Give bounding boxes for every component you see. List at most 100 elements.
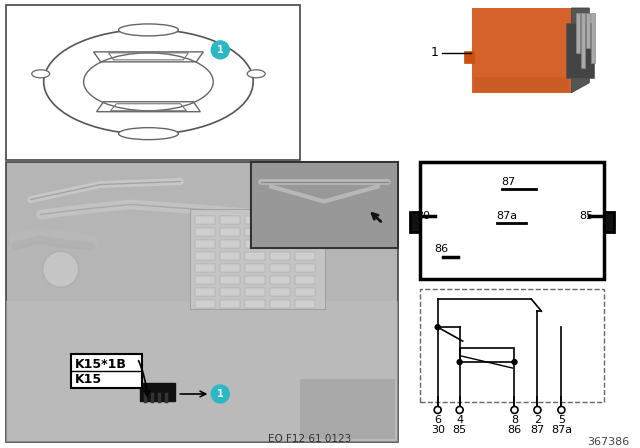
Bar (220, 300, 240, 308)
Text: 8: 8 (511, 415, 518, 425)
Ellipse shape (118, 128, 179, 140)
Bar (245, 228, 265, 237)
Bar (410, 212, 420, 233)
Circle shape (43, 251, 79, 287)
Bar (270, 264, 290, 272)
Ellipse shape (118, 24, 179, 36)
Ellipse shape (84, 53, 213, 111)
Bar (270, 241, 290, 248)
Ellipse shape (247, 70, 265, 78)
Bar (245, 288, 265, 296)
Bar (195, 228, 215, 237)
Bar (195, 241, 215, 248)
Bar (245, 276, 265, 284)
Text: 5: 5 (558, 415, 565, 425)
Bar (245, 264, 265, 272)
Bar (474, 77, 570, 92)
Bar (463, 51, 474, 63)
Bar (472, 8, 572, 93)
Bar (460, 348, 515, 362)
Ellipse shape (32, 70, 50, 78)
Text: 1: 1 (431, 46, 438, 60)
Bar (195, 216, 215, 224)
Bar (220, 252, 240, 260)
Text: 85: 85 (452, 425, 467, 435)
Text: 1: 1 (217, 45, 223, 55)
Bar (295, 264, 315, 272)
Circle shape (457, 360, 462, 365)
Bar (6, 5, 300, 159)
Bar (295, 228, 315, 237)
Bar (270, 300, 290, 308)
Bar (270, 276, 290, 284)
Bar (581, 13, 586, 68)
Circle shape (435, 325, 440, 330)
Bar (591, 13, 595, 63)
Text: 86: 86 (435, 244, 449, 254)
Text: 85: 85 (579, 211, 593, 221)
Bar (70, 354, 143, 388)
Bar (195, 276, 215, 284)
Bar (604, 212, 614, 233)
Circle shape (511, 406, 518, 414)
Bar (295, 216, 315, 224)
Text: 87: 87 (502, 177, 516, 186)
Text: 30: 30 (416, 211, 429, 221)
Bar (420, 289, 604, 402)
Bar (295, 276, 315, 284)
Text: 30: 30 (431, 425, 445, 435)
Bar (195, 264, 215, 272)
Bar (140, 383, 175, 401)
Text: 4: 4 (456, 415, 463, 425)
Bar (270, 252, 290, 260)
Text: 6: 6 (434, 415, 441, 425)
Text: 86: 86 (508, 425, 522, 435)
Text: 2: 2 (534, 415, 541, 425)
Polygon shape (300, 379, 395, 439)
Text: 87a: 87a (551, 425, 572, 435)
Bar (420, 162, 604, 279)
Bar (586, 13, 590, 48)
Bar (195, 252, 215, 260)
Text: 1: 1 (217, 389, 223, 399)
Circle shape (211, 385, 229, 403)
Polygon shape (572, 8, 589, 93)
Bar (195, 288, 215, 296)
Bar (295, 300, 315, 308)
Text: EO F12 61 0123: EO F12 61 0123 (268, 434, 351, 444)
Bar (245, 252, 265, 260)
Ellipse shape (44, 30, 253, 134)
Bar (295, 252, 315, 260)
Bar (195, 300, 215, 308)
Bar (190, 210, 325, 309)
Bar (220, 264, 240, 272)
Bar (252, 163, 397, 247)
Polygon shape (6, 301, 398, 442)
Bar (245, 300, 265, 308)
Bar (270, 228, 290, 237)
Circle shape (434, 406, 441, 414)
Bar (566, 23, 595, 78)
Text: 367386: 367386 (587, 437, 629, 447)
Bar (220, 276, 240, 284)
Bar (220, 228, 240, 237)
Bar (220, 216, 240, 224)
Bar (295, 241, 315, 248)
Text: K15*1B: K15*1B (75, 358, 127, 370)
Bar (577, 13, 580, 53)
Bar (245, 241, 265, 248)
Circle shape (211, 41, 229, 59)
Circle shape (558, 406, 565, 414)
Bar (270, 288, 290, 296)
Circle shape (456, 406, 463, 414)
Bar (295, 288, 315, 296)
Circle shape (534, 406, 541, 414)
Bar (220, 241, 240, 248)
Bar (6, 162, 398, 442)
Circle shape (512, 360, 517, 365)
Text: K15: K15 (75, 373, 102, 386)
Bar (251, 162, 398, 248)
Text: 87a: 87a (497, 211, 518, 221)
Bar (270, 216, 290, 224)
Bar (220, 288, 240, 296)
